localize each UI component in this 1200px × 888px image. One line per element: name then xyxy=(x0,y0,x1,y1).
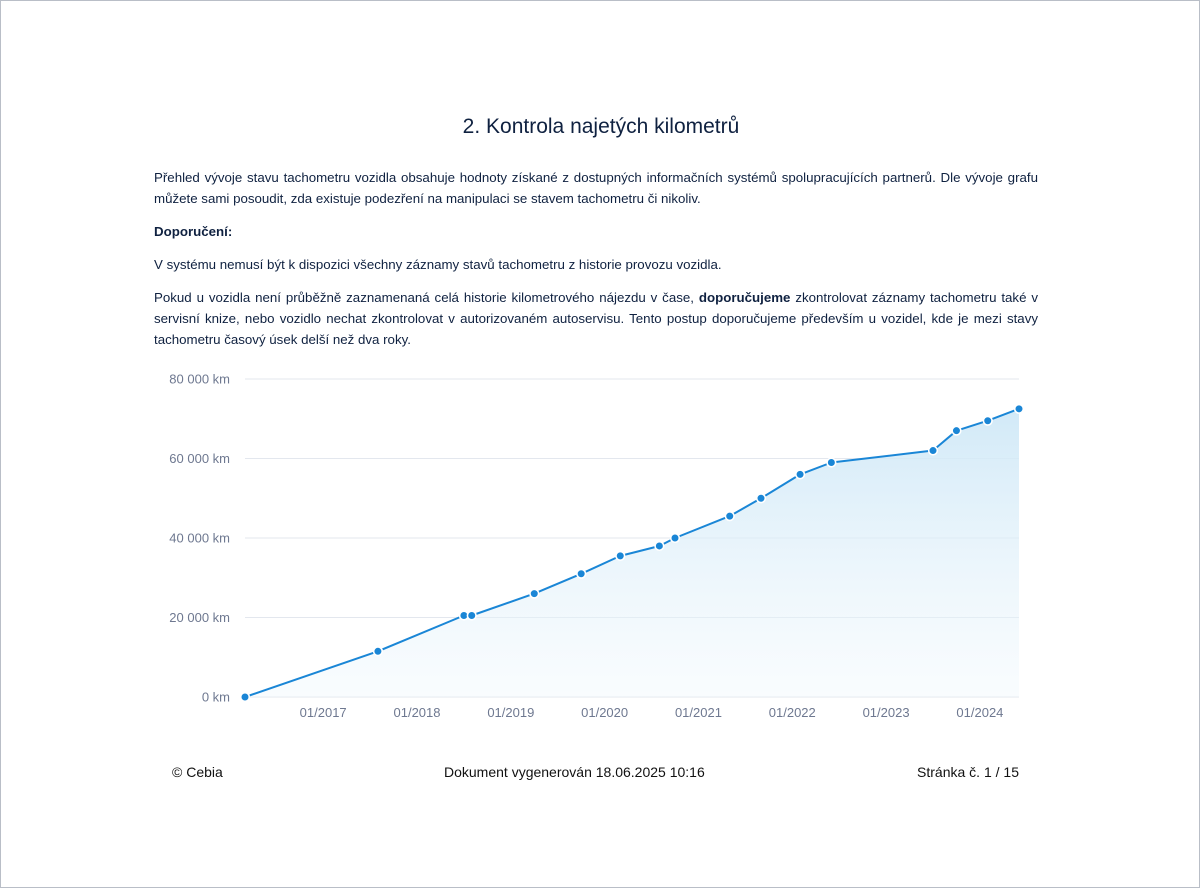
advice-text-bold: doporučujeme xyxy=(698,290,791,305)
y-tick-label: 80 000 km xyxy=(169,372,230,387)
chart-y-axis: 0 km 20 000 km 40 000 km 60 000 km 80 000 km xyxy=(169,372,230,705)
advice-text-part1: Pokud u vozidla není průběžně zaznamenan… xyxy=(154,290,699,305)
footer-generated-date: Dokument vygenerován 18.06.2025 10:16 xyxy=(444,764,705,780)
data-point xyxy=(669,532,681,544)
advice-text-part2: zkontrolovat záznamy tachometru také v s… xyxy=(154,290,1038,347)
data-point xyxy=(794,469,806,480)
x-tick-label: 01/2019 xyxy=(487,705,534,720)
data-point xyxy=(826,457,837,468)
intro-paragraph: Přehled vývoje stavu tachometru vozidla … xyxy=(154,170,1038,206)
data-point xyxy=(982,415,993,426)
data-point xyxy=(755,493,767,504)
data-point xyxy=(654,540,665,552)
section-title: 2. Kontrola najetých kilometrů xyxy=(462,115,740,138)
odometer-chart: 0 km 20 000 km 40 000 km 60 000 km 80 000 km… xyxy=(169,372,1025,720)
x-tick-label: 01/2021 xyxy=(675,705,722,720)
x-tick-label: 01/2017 xyxy=(300,705,347,720)
chart-area-fill xyxy=(245,408,1019,697)
recommendation-heading: Doporučení: xyxy=(154,221,1038,242)
data-point xyxy=(724,511,735,522)
chart-points xyxy=(239,403,1025,703)
data-point xyxy=(951,425,962,436)
x-tick-label: 01/2024 xyxy=(956,705,1003,720)
data-point xyxy=(239,691,251,703)
data-point xyxy=(576,568,587,579)
x-tick-label: 01/2022 xyxy=(769,705,816,720)
x-tick-label: 01/2020 xyxy=(581,705,628,720)
advice-paragraph: Pokud u vozidla není průběžně zaznamenan… xyxy=(154,287,1038,350)
chart-x-axis: 01/2017 01/2018 01/2019 01/2020 01/2021 01/20… xyxy=(300,705,1004,720)
data-point xyxy=(372,646,384,657)
x-tick-label: 01/2018 xyxy=(394,705,441,720)
data-point xyxy=(529,588,540,599)
footer-page-number: Stránka č. 1 / 15 xyxy=(917,764,1019,780)
data-point xyxy=(466,610,477,621)
footer-copyright: © Cebia xyxy=(172,764,223,780)
y-tick-label: 60 000 km xyxy=(169,451,230,466)
note-paragraph: V systému nemusí být k dispozici všechny… xyxy=(154,257,722,272)
content-block: Přehled vývoje stavu tachometru vozidla … xyxy=(154,167,1038,362)
y-tick-label: 40 000 km xyxy=(169,531,230,546)
recommendation-heading-text: Doporučení: xyxy=(154,224,233,239)
data-point xyxy=(1013,403,1025,414)
x-tick-label: 01/2023 xyxy=(863,705,910,720)
data-point xyxy=(927,445,939,456)
data-point xyxy=(615,550,626,561)
y-tick-label: 20 000 km xyxy=(169,610,230,625)
y-tick-label: 0 km xyxy=(202,690,230,705)
